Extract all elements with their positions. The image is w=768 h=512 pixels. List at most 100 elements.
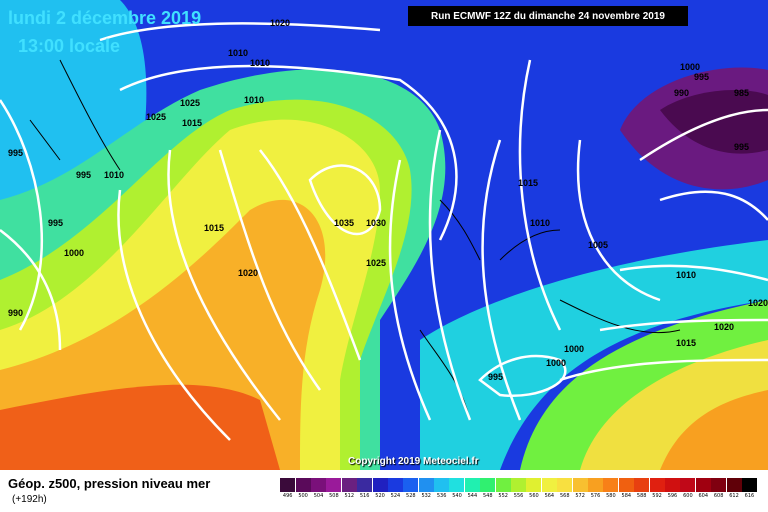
scale-label: 516 <box>359 493 370 499</box>
isobar-label: 995 <box>76 170 91 180</box>
isobar-label: 1005 <box>588 240 608 250</box>
isobar-label: 1030 <box>366 218 386 228</box>
scale-swatch: 576 <box>588 478 603 499</box>
scale-label: 588 <box>636 493 647 499</box>
scale-color <box>480 478 496 492</box>
field-east-cyan <box>420 240 768 470</box>
scale-label: 540 <box>452 493 462 499</box>
legend-footer: Géop. z500, pression niveau mer (+192h) … <box>0 470 768 512</box>
scale-label: 544 <box>467 493 478 499</box>
scale-label: 500 <box>298 493 308 499</box>
scale-label: 592 <box>652 493 662 499</box>
scale-color <box>418 478 434 492</box>
scale-color <box>695 478 711 492</box>
isobar-label: 1015 <box>204 223 224 233</box>
scale-swatch: 600 <box>680 478 696 499</box>
scale-label: 552 <box>498 493 508 499</box>
legend-title: Géop. z500, pression niveau mer <box>8 476 211 491</box>
scale-color <box>588 478 603 492</box>
scale-color <box>280 478 296 492</box>
isobar-label: 1000 <box>680 62 700 72</box>
run-info: Run ECMWF 12Z du dimanche 24 novembre 20… <box>408 6 688 26</box>
scale-swatch: 524 <box>387 478 403 499</box>
scale-swatch: 552 <box>495 478 511 499</box>
isobar-label: 1035 <box>334 218 354 228</box>
scale-label: 612 <box>729 493 739 499</box>
isobar-label: 995 <box>488 372 503 382</box>
scale-label: 524 <box>390 493 401 499</box>
scale-color <box>495 478 511 492</box>
isobar-label: 985 <box>734 88 749 98</box>
isobar-label: 1000 <box>564 344 584 354</box>
scale-color <box>511 478 527 492</box>
scale-label: 580 <box>606 493 616 499</box>
scale-label: 576 <box>590 493 601 499</box>
scale-swatch: 564 <box>541 478 557 499</box>
isobar-label: 1010 <box>104 170 124 180</box>
scale-label: 556 <box>513 493 524 499</box>
scale-color <box>572 478 588 492</box>
scale-swatch: 520 <box>372 478 388 499</box>
isobar-label: 1010 <box>244 95 264 105</box>
isobar-label: 1010 <box>530 218 550 228</box>
scale-label: 548 <box>483 493 493 499</box>
forecast-date: lundi 2 décembre 2019 <box>8 8 202 28</box>
scale-color <box>526 478 542 492</box>
scale-swatch: 508 <box>326 478 342 499</box>
scale-color <box>464 478 480 492</box>
isobar-label: 1015 <box>182 118 202 128</box>
scale-color <box>434 478 450 492</box>
isobar-label: 990 <box>674 88 689 98</box>
isobar-label: 1025 <box>366 258 386 268</box>
scale-swatch: 584 <box>618 478 634 499</box>
scale-label: 564 <box>544 493 555 499</box>
scale-color <box>326 478 342 492</box>
coastlines <box>29 59 681 421</box>
scale-color <box>310 478 326 492</box>
isobar-label: 995 <box>8 148 23 158</box>
scale-label: 604 <box>698 493 709 499</box>
scale-swatch: 536 <box>434 478 450 499</box>
scale-color <box>711 478 727 492</box>
scale-swatch: 504 <box>310 478 326 499</box>
scale-label: 512 <box>344 493 355 499</box>
isobar-label: 995 <box>694 72 709 82</box>
scale-label: 608 <box>713 493 724 499</box>
scale-label: 520 <box>375 493 385 499</box>
scale-label: 528 <box>406 493 416 499</box>
scale-swatch: 512 <box>341 478 357 499</box>
isobar-label: 1015 <box>518 178 538 188</box>
scale-label: 600 <box>683 493 693 499</box>
isobar-label: 1000 <box>546 358 566 368</box>
scale-color <box>541 478 557 492</box>
scale-label: 536 <box>436 493 447 499</box>
scale-swatch: 540 <box>449 478 465 499</box>
forecast-time: 13:00 locale <box>18 36 121 56</box>
scale-color <box>403 478 419 492</box>
scale-label: 496 <box>282 493 293 499</box>
isobar-label: 1025 <box>180 98 200 108</box>
isobar-label: 1010 <box>250 58 270 68</box>
scale-swatch: 608 <box>711 478 727 499</box>
scale-color <box>449 478 465 492</box>
isobar-label: 990 <box>8 308 23 318</box>
scale-swatch: 560 <box>526 478 542 499</box>
scale-swatch: 592 <box>649 478 665 499</box>
isobar-label: 1020 <box>238 268 258 278</box>
greenland-coast <box>29 59 121 171</box>
isobar-label: 1010 <box>676 270 696 280</box>
scale-swatch: 532 <box>418 478 434 499</box>
scale-swatch: 496 <box>280 478 296 499</box>
scale-color <box>664 478 680 492</box>
scale-color <box>741 478 757 492</box>
scale-swatch: 596 <box>664 478 680 499</box>
isobars <box>0 22 768 441</box>
copyright: Copyright 2019 Meteociel.fr <box>348 456 479 467</box>
isobar-label: 1025 <box>146 112 166 122</box>
scale-color <box>603 478 619 492</box>
scale-color <box>726 478 742 492</box>
scale-swatch: 588 <box>634 478 650 499</box>
scale-swatch: 612 <box>726 478 742 499</box>
legend-subtitle: (+192h) <box>12 494 47 505</box>
